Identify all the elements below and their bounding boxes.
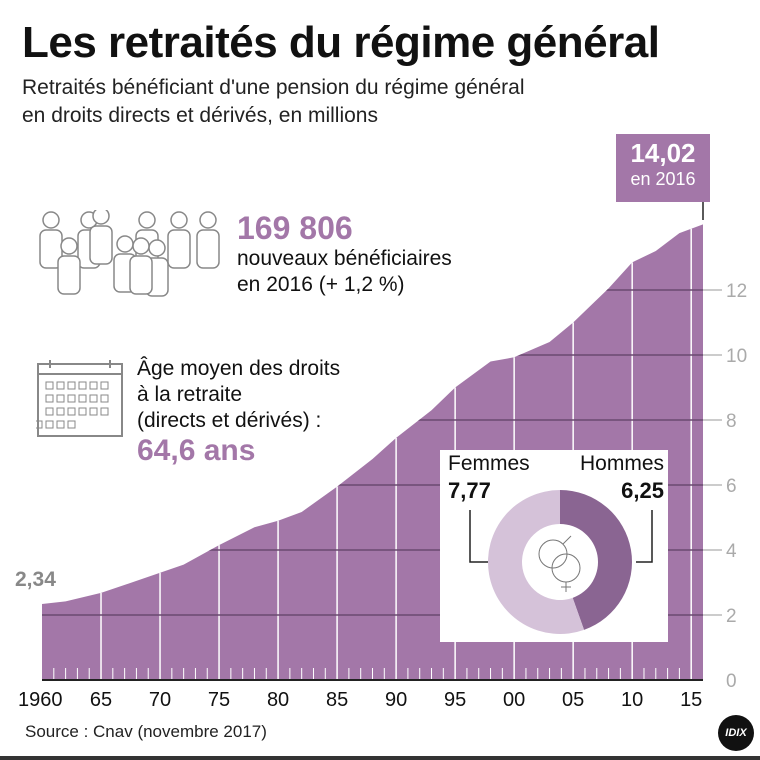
x-tick-label: 95 [444,689,466,711]
idix-logo: IDIX [718,715,754,751]
x-tick-label: 70 [149,689,171,711]
femmes-value: 7,77 [448,478,491,503]
subtitle-line-2: en droits directs et dérivés, en million… [22,104,378,127]
male-arrow [562,535,572,545]
end-value: 14,02 [630,138,696,168]
x-tick-label: 80 [267,689,289,711]
new-beneficiaries-value: 169 806 [237,210,353,246]
x-tick-label: 65 [90,689,112,711]
gender-breakdown-panel: Femmes Hommes 7,77 6,25 [440,450,668,642]
femmes-label: Femmes [448,452,530,475]
y-tick-label: 2 [726,606,737,627]
hommes-slice [560,490,632,630]
y-tick-label: 12 [726,281,747,302]
end-year: en 2016 [630,169,696,189]
page-title: Les retraités du régime général [22,18,660,67]
new-beneficiaries-label: nouveaux bénéficiaires [237,247,452,270]
x-tick-label: 1960 [18,689,63,711]
gender-symbols-icon [538,535,581,592]
y-tick-label: 6 [726,476,737,497]
people-icon [39,210,220,297]
x-tick-label: 05 [562,689,584,711]
femmes-leader [469,510,488,563]
average-age-value: 64,6 ans [137,434,256,467]
x-tick-label: 85 [326,689,348,711]
y-tick-label: 10 [726,346,747,367]
calendar-icon [36,360,123,437]
gender-donut [469,490,653,634]
x-tick-label: 10 [621,689,643,711]
hommes-value: 6,25 [621,478,664,503]
start-value: 2,34 [15,568,56,591]
x-tick-label: 00 [503,689,525,711]
x-tick-label: 90 [385,689,407,711]
hommes-label: Hommes [579,452,664,475]
new-beneficiaries-change: en 2016 (+ 1,2 %) [237,273,405,296]
y-tick-label: 8 [726,411,737,432]
age-label-1: Âge moyen des droits [137,357,341,380]
age-label-3: (directs et dérivés) : [137,409,322,432]
y-tick-label: 4 [726,541,737,562]
end-value-callout: 14,02 en 2016 [616,134,710,202]
hommes-leader [636,510,653,563]
subtitle-line-1: Retraités bénéficiant d'une pension du r… [22,76,525,99]
x-tick-label: 75 [208,689,230,711]
source-note: Source : Cnav (novembre 2017) [25,722,267,741]
y-tick-label: 0 [726,671,737,692]
age-label-2: à la retraite [137,383,243,406]
bottom-bar [0,756,760,760]
x-tick-label: 15 [680,689,702,711]
femmes-slice [488,490,585,634]
